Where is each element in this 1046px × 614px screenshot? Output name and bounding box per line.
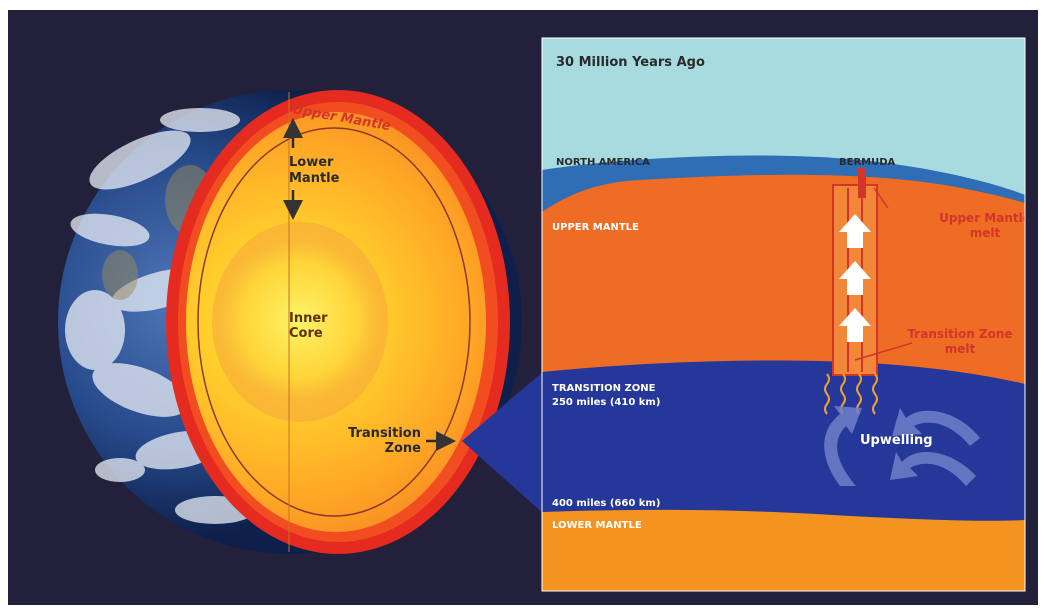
earth-cutaway: Upper Mantle Lower Mantle Inner Core Tra… (58, 90, 522, 554)
white-up-arrow-icon (839, 308, 871, 342)
upper-mantle-melt-label-line2: melt (970, 226, 1001, 240)
transition-melt-label-line2: melt (945, 342, 976, 356)
curved-arrow-icon (824, 406, 980, 486)
upwelling-label: Upwelling (860, 433, 933, 448)
upper-melt-pointer (873, 187, 889, 209)
upper-mantle-label: UPPER MANTLE (552, 222, 639, 233)
cross-section-panel: 30 Million Years Ago NORTH AMERICA BERMU… (542, 38, 1031, 591)
lower-depth-label: 400 miles (660 km) (552, 498, 660, 509)
transition-zone-label-line1: Transition (348, 426, 421, 441)
panel-border (541, 37, 1026, 592)
white-up-arrow-icon (839, 214, 871, 248)
transition-melt-pointer (854, 342, 913, 361)
transition-zone-boundary (197, 127, 471, 517)
transition-zone-label-line2: Zone (385, 441, 422, 456)
upper-mantle-melt-label-line1: Upper Mantle (939, 211, 1031, 225)
lower-mantle-label: LOWER MANTLE (552, 520, 642, 531)
transition-zone-label: TRANSITION ZONE (552, 383, 656, 394)
mantle-plume (824, 168, 913, 415)
lower-mantle-label-line1: Lower (289, 155, 334, 170)
inner-core-label-line1: Inner (289, 311, 328, 326)
inner-core (212, 222, 388, 422)
zoom-connector (462, 370, 545, 515)
bermuda-label: BERMUDA (839, 157, 896, 168)
inner-core-label-line2: Core (289, 326, 323, 341)
transition-melt-label-line1: Transition Zone (907, 327, 1012, 341)
lower-mantle-label-line2: Mantle (289, 171, 340, 186)
transition-depth-label: 250 miles (410 km) (552, 397, 660, 408)
panel-title: 30 Million Years Ago (556, 55, 705, 70)
lower-mantle-region (542, 509, 1025, 591)
white-up-arrow-icon (839, 261, 871, 295)
north-america-label: NORTH AMERICA (556, 157, 650, 168)
plume-conduit (858, 168, 866, 198)
